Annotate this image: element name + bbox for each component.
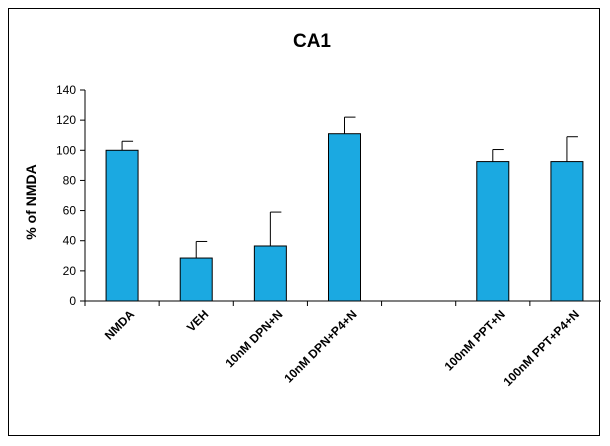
chart-title: CA1 [293, 31, 331, 52]
y-tick-label: 40 [63, 234, 77, 248]
chart-frame: CA1 % of NMDA 0 20 40 60 80 100 120 140 NMDA VEH 1… [8, 8, 601, 436]
y-tick-label: 140 [56, 83, 76, 97]
bar [476, 161, 510, 302]
x-tick-label: 10nM DPN+P4+N [281, 307, 359, 385]
y-tick-label: 20 [63, 264, 77, 278]
y-tick-label: 100 [56, 143, 76, 157]
bar [550, 161, 584, 302]
bar [105, 149, 139, 302]
y-tick-label: 120 [56, 113, 76, 127]
bar [179, 257, 213, 302]
bar [328, 133, 361, 302]
y-tick-label: 0 [69, 294, 76, 308]
y-tick-label: 80 [63, 173, 77, 187]
x-tick-label: 10nM DPN+N [223, 307, 286, 370]
x-tick-label: NMDA [102, 307, 138, 343]
bar [253, 245, 287, 302]
x-tick-label: VEH [184, 307, 211, 334]
plot-area: 0 20 40 60 80 100 120 140 NMDA VEH 10nM DPN+N10nM … [56, 83, 601, 389]
x-tick-label: 100nM PPT+N [442, 307, 508, 373]
y-tick-label: 60 [63, 204, 77, 218]
x-tick-label: 100nM PPT+P4+N [500, 307, 582, 389]
chart-svg: CA1 % of NMDA 0 20 40 60 80 100 120 140 NMDA VEH 1… [23, 31, 601, 389]
y-axis-label: % of NMDA [23, 164, 39, 239]
